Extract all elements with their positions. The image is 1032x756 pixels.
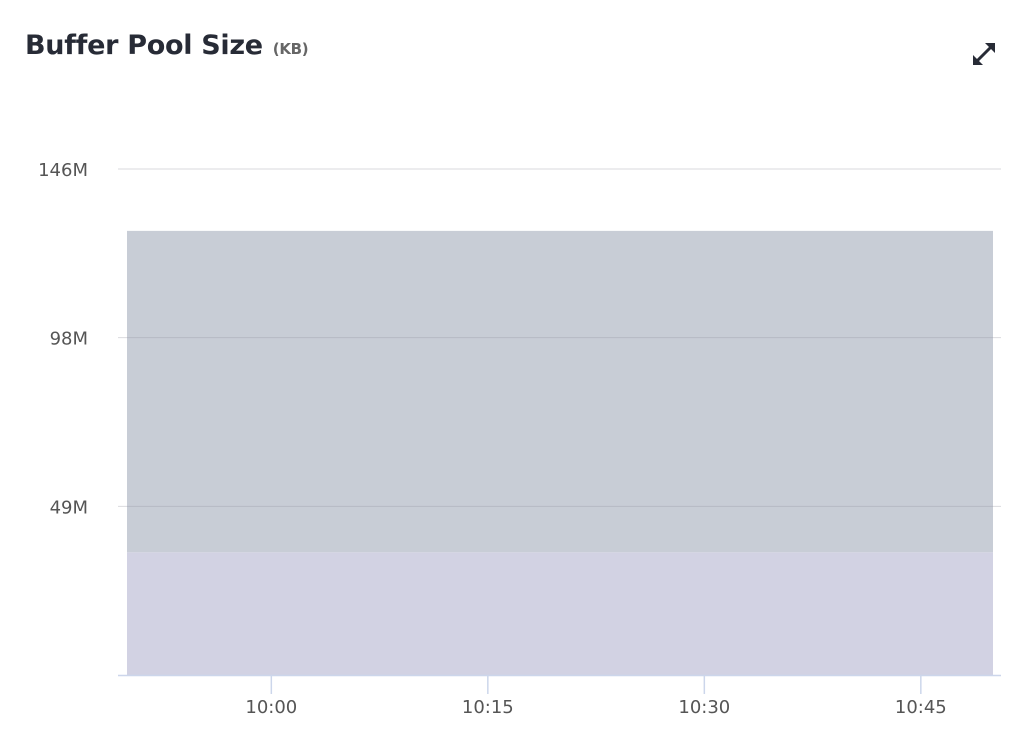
expand-arrows-icon[interactable] (968, 38, 1000, 70)
x-tick-label: 10:00 (245, 697, 297, 718)
area-series-1 (127, 230, 993, 553)
x-tick-label: 10:15 (462, 697, 514, 718)
area-series-0 (127, 552, 993, 675)
x-tick-label: 10:45 (895, 697, 947, 718)
y-tick-label: 98M (50, 329, 88, 350)
chart-unit: (KB) (272, 40, 309, 58)
y-tick-label: 49M (50, 497, 88, 518)
chart-title-text: Buffer Pool Size (25, 30, 263, 61)
x-tick-label: 10:30 (678, 697, 730, 718)
chart-title: Buffer Pool Size (KB) (25, 30, 309, 61)
y-tick-label: 146M (38, 160, 88, 181)
